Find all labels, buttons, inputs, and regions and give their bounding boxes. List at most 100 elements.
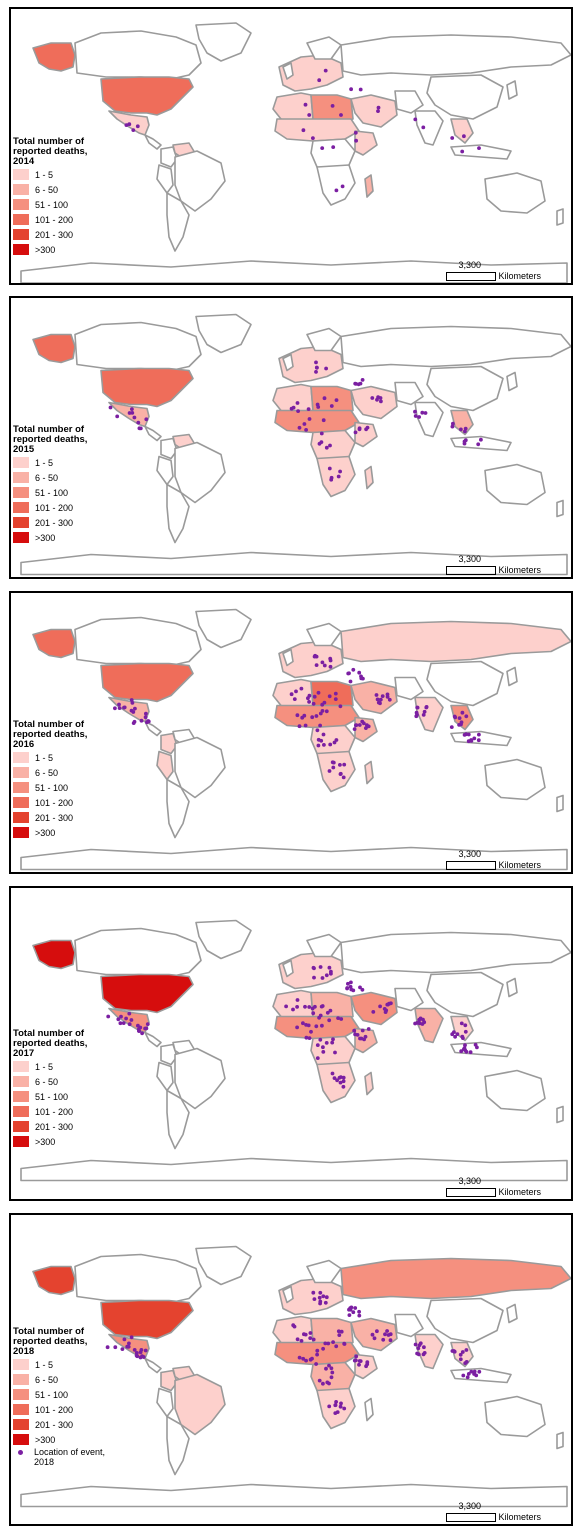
legend-classes: 1 - 5 6 - 50 51 - 100 101 - 200 201 - 300 >30… <box>13 1059 87 1149</box>
country-alaska <box>32 628 76 659</box>
legend-swatch <box>13 1434 29 1445</box>
event-marker <box>330 760 335 765</box>
event-marker <box>328 742 333 747</box>
event-marker <box>329 477 334 482</box>
event-marker <box>324 1366 328 1371</box>
legend-2015: Total number of reported deaths, 2015 1 … <box>13 425 87 545</box>
event-marker <box>475 1045 479 1050</box>
event-marker <box>296 409 300 413</box>
event-marker <box>135 124 140 129</box>
legend-classes: 1 - 5 6 - 50 51 - 100 101 - 200 201 - 300 >30… <box>13 455 87 545</box>
event-marker <box>311 1290 316 1295</box>
event-marker <box>477 1369 482 1374</box>
event-marker <box>292 697 297 701</box>
legend-swatch <box>13 199 29 210</box>
legend-swatch <box>13 1359 29 1370</box>
world-map-2014 <box>20 22 571 283</box>
event-marker <box>380 694 385 698</box>
country-middle-east <box>350 385 398 420</box>
country-usa <box>100 1299 194 1340</box>
event-marker <box>312 1297 317 1301</box>
event-marker <box>320 1023 324 1028</box>
event-marker <box>289 692 294 697</box>
event-marker <box>341 1084 346 1089</box>
event-marker <box>117 702 121 707</box>
scale-bar: 3,300 Kilometers <box>446 849 541 870</box>
event-marker <box>457 716 462 720</box>
event-marker <box>338 704 343 709</box>
event-marker <box>321 1381 325 1386</box>
event-marker <box>332 1076 337 1080</box>
legend-label: 51 - 100 <box>35 199 69 210</box>
legend-class-3: 101 - 200 <box>13 795 87 810</box>
event-marker <box>321 732 326 737</box>
event-marker <box>449 725 454 729</box>
country-greenland <box>195 313 252 354</box>
event-marker <box>336 1016 340 1020</box>
event-marker <box>421 125 426 130</box>
legend-swatch <box>13 184 29 195</box>
event-marker <box>359 1036 364 1041</box>
event-marker <box>460 1350 465 1354</box>
event-marker <box>349 87 353 92</box>
country-madagascar <box>364 1397 374 1422</box>
legend-label: 201 - 300 <box>35 1419 74 1430</box>
event-marker <box>327 1404 332 1409</box>
country-uk <box>282 353 294 372</box>
event-marker <box>106 1014 111 1019</box>
event-marker <box>132 1348 137 1352</box>
country-peru <box>156 164 174 194</box>
event-marker <box>320 976 325 980</box>
event-marker <box>413 414 418 418</box>
legend-class-3: 101 - 200 <box>13 212 87 227</box>
event-marker <box>130 407 134 411</box>
event-marker <box>413 117 418 122</box>
event-marker <box>339 1329 344 1334</box>
event-marker <box>375 697 380 702</box>
country-japan <box>506 977 518 998</box>
event-marker <box>291 1007 295 1012</box>
event-marker <box>144 417 149 422</box>
event-marker <box>328 1008 333 1013</box>
country-uk <box>282 1285 294 1304</box>
country-east-africa <box>354 421 378 448</box>
legend-class-1: 6 - 50 <box>13 765 87 780</box>
legend-classes: 1 - 5 6 - 50 51 - 100 101 - 200 201 - 300 >30… <box>13 167 87 257</box>
event-marker <box>116 1017 121 1022</box>
event-marker <box>375 397 379 402</box>
event-marker <box>420 1022 425 1026</box>
country-colombia <box>160 437 178 460</box>
country-usa <box>100 662 194 703</box>
country-greenland <box>195 608 252 649</box>
legend-label: 51 - 100 <box>35 1091 69 1102</box>
event-marker <box>461 1373 466 1378</box>
event-marker <box>143 1348 148 1353</box>
event-marker <box>308 1331 313 1335</box>
event-marker <box>376 109 380 113</box>
event-marker <box>387 697 392 702</box>
country-usa <box>100 76 194 116</box>
legend-swatch <box>13 1091 29 1102</box>
event-marker <box>302 713 307 718</box>
event-marker <box>340 184 345 189</box>
country-canada <box>74 30 202 80</box>
country-russia <box>340 325 571 368</box>
event-marker <box>351 667 356 672</box>
event-marker <box>311 1337 316 1342</box>
event-marker <box>366 724 371 729</box>
country-alaska <box>32 333 76 364</box>
event-marker <box>345 986 350 990</box>
event-marker <box>334 398 339 402</box>
event-marker <box>302 1332 306 1337</box>
country-south-africa <box>316 1387 356 1430</box>
country-middle-east <box>350 991 398 1026</box>
event-marker <box>422 709 427 714</box>
event-marker <box>327 694 332 699</box>
event-marker <box>321 1045 325 1050</box>
legend-swatch <box>13 812 29 823</box>
country-india <box>414 110 444 146</box>
map-panel-2017: Total number of reported deaths, 2017 1 … <box>9 886 573 1201</box>
event-marker <box>328 443 332 448</box>
event-marker <box>388 1338 393 1343</box>
event-marker <box>378 396 383 400</box>
